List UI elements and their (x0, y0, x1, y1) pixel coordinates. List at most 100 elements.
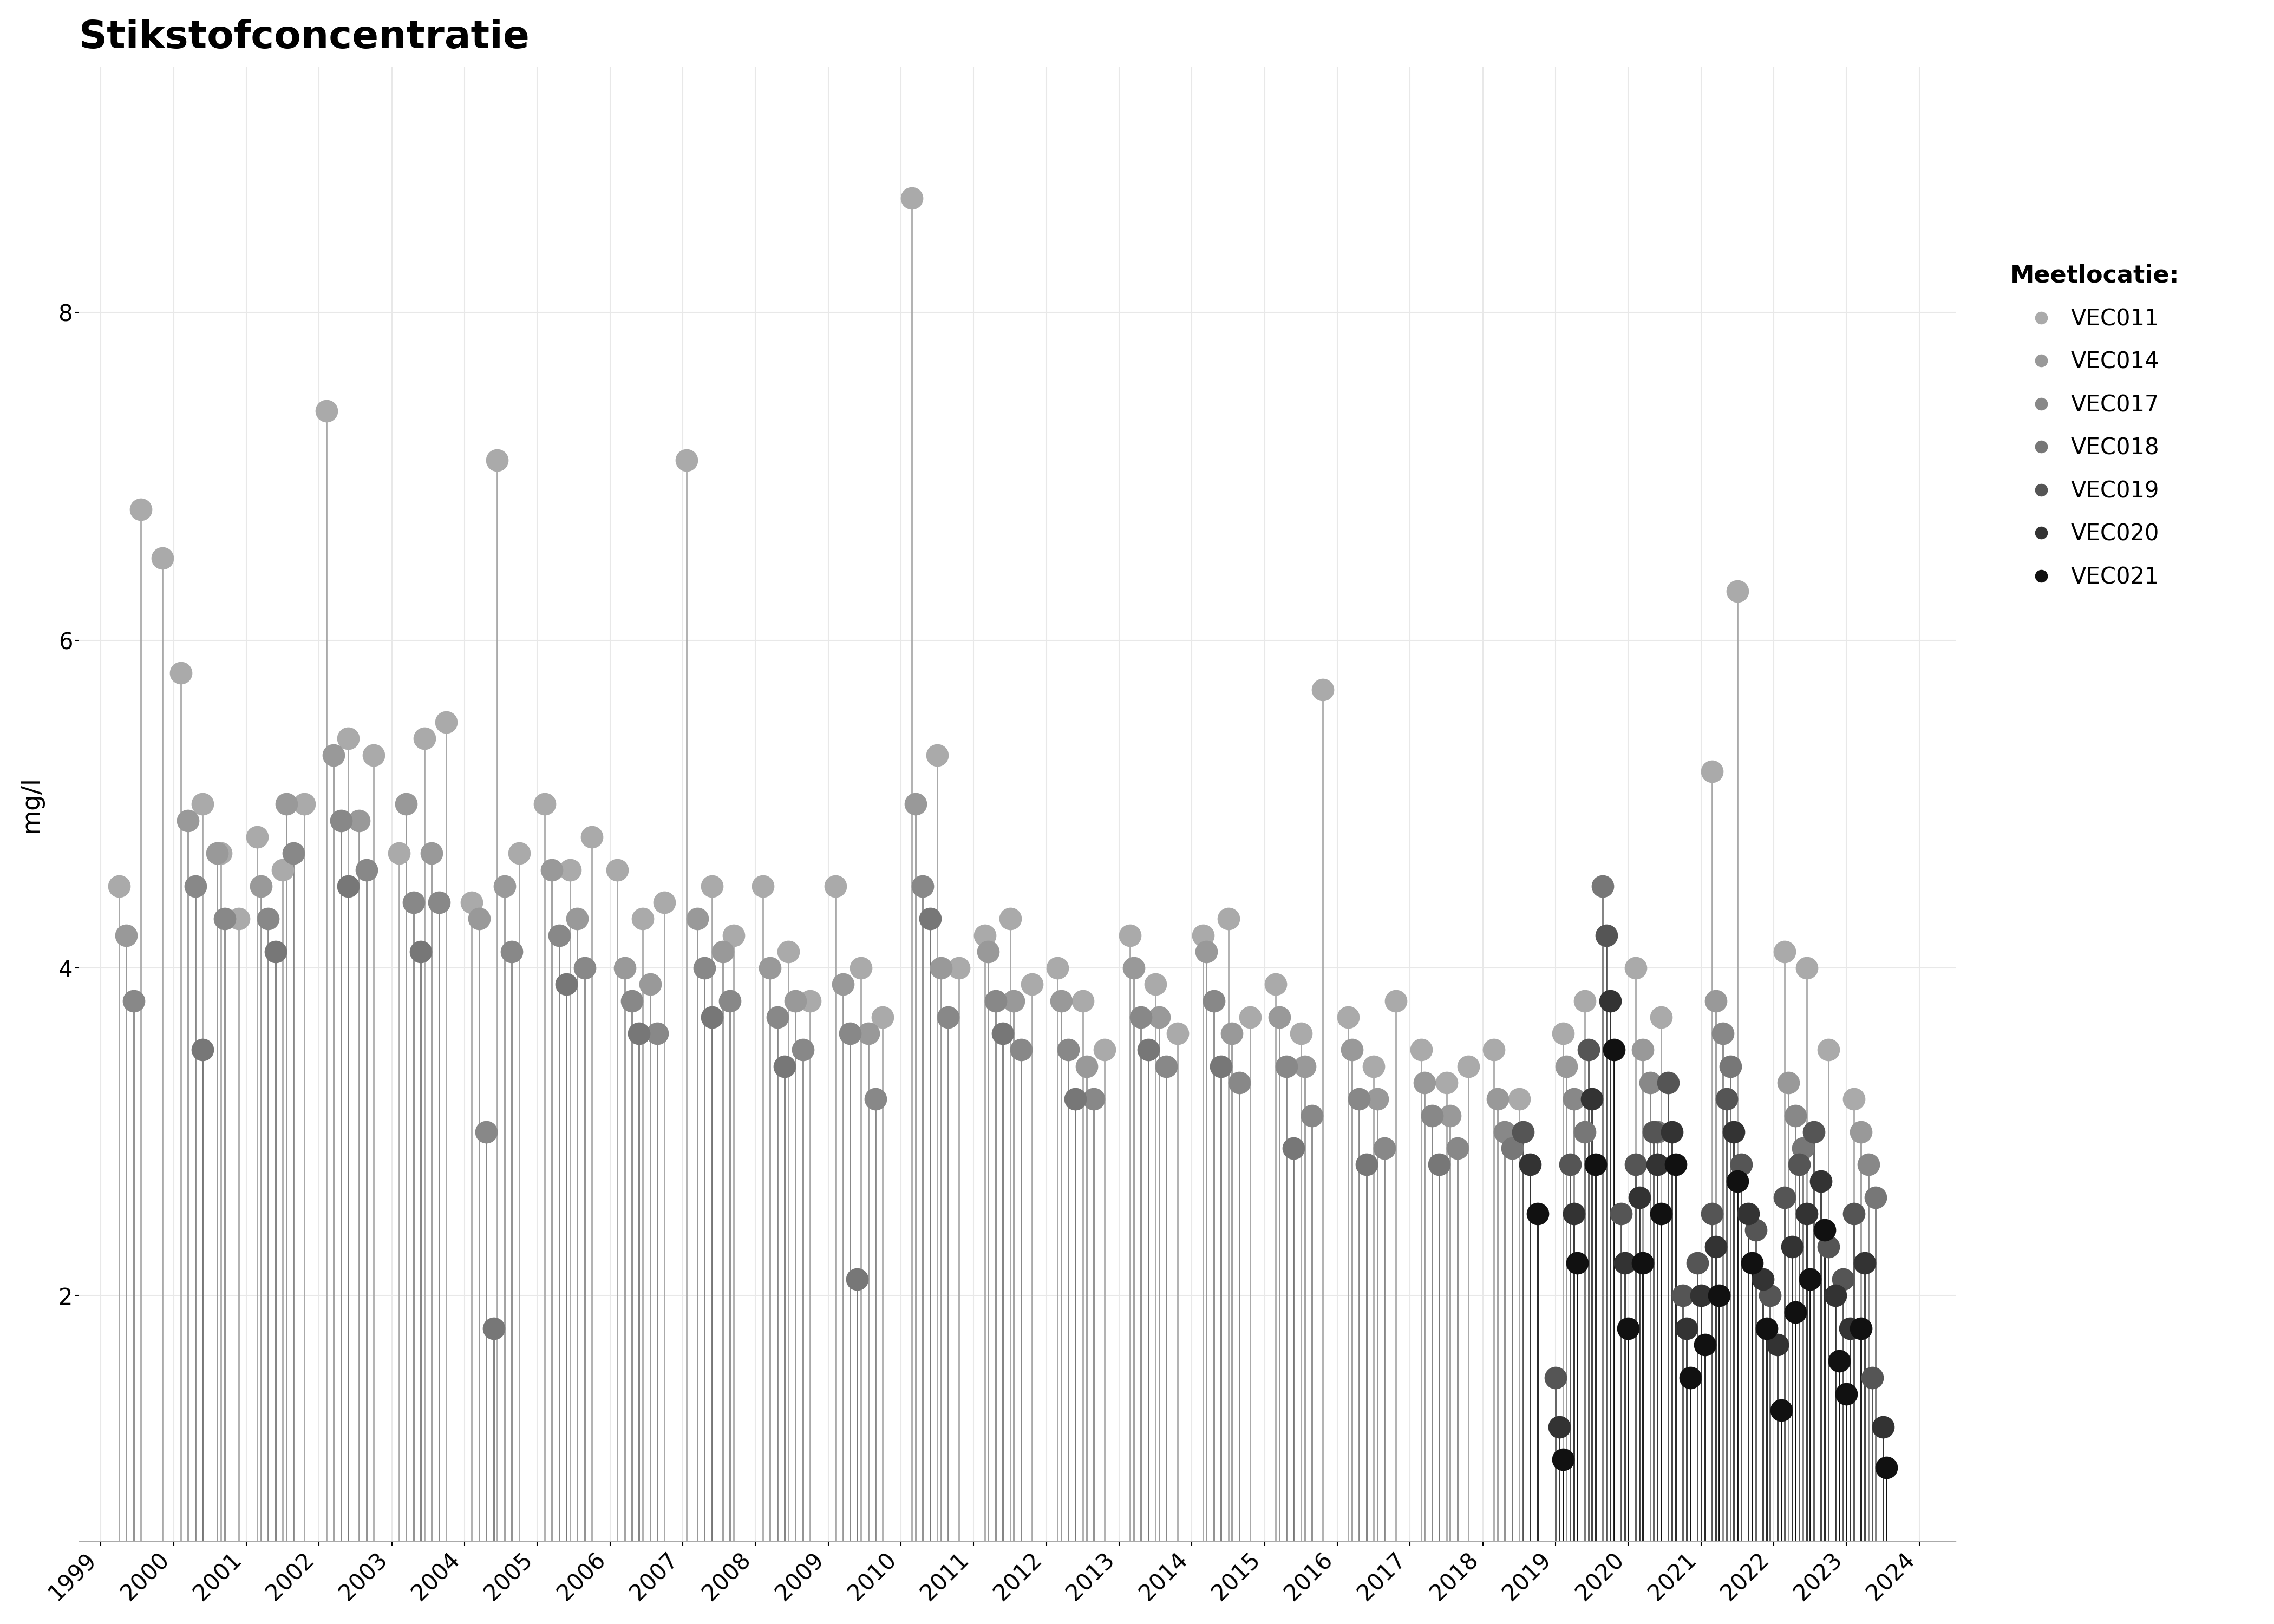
Point (1719, 1168, 1756, 1194)
Point (1642, 1200, 1678, 1226)
Point (1348, 1151, 1385, 1177)
Point (1701, 1283, 1737, 1309)
Point (1633, 1070, 1669, 1096)
Point (1160, 1020, 1196, 1046)
Point (1433, 1103, 1469, 1129)
Point (243, 874, 280, 900)
Point (894, 185, 930, 211)
Point (694, 1004, 730, 1030)
Point (407, 726, 443, 752)
Point (1774, 1234, 1810, 1260)
Point (493, 939, 530, 965)
Point (1342, 1086, 1378, 1112)
Point (1810, 1234, 1846, 1260)
Point (1544, 1020, 1580, 1046)
Point (614, 987, 650, 1013)
Point (1476, 1036, 1512, 1062)
Point (1817, 1283, 1853, 1309)
Point (1624, 1036, 1660, 1062)
Point (380, 840, 416, 866)
Point (1708, 1086, 1744, 1112)
Point (1665, 1283, 1701, 1309)
Legend: VEC011, VEC014, VEC017, VEC018, VEC019, VEC020, VEC021: VEC011, VEC014, VEC017, VEC018, VEC019, … (2001, 255, 2188, 598)
Point (687, 955, 723, 981)
Point (1696, 1234, 1733, 1260)
Point (202, 840, 239, 866)
Point (1835, 1200, 1872, 1226)
Point (1578, 1151, 1615, 1177)
Point (744, 874, 780, 900)
Point (275, 840, 312, 866)
Point (462, 906, 498, 932)
Point (200, 840, 236, 866)
Point (1724, 1151, 1760, 1177)
Point (598, 857, 634, 883)
Point (1787, 955, 1824, 981)
Point (207, 906, 243, 932)
Point (1487, 1119, 1524, 1145)
Point (680, 906, 716, 932)
Point (525, 791, 562, 817)
Point (268, 791, 305, 817)
Point (1719, 578, 1756, 604)
Point (1574, 1086, 1610, 1112)
Point (1069, 1054, 1105, 1080)
Point (1051, 1036, 1087, 1062)
Point (1687, 1332, 1724, 1358)
Point (844, 955, 880, 981)
Point (257, 939, 293, 965)
Point (330, 726, 366, 752)
Point (1233, 1004, 1269, 1030)
Point (171, 807, 207, 833)
Point (632, 971, 669, 997)
Point (548, 971, 584, 997)
Point (1842, 1315, 1878, 1341)
Point (177, 874, 214, 900)
Point (1542, 1415, 1578, 1440)
Point (1605, 1250, 1642, 1276)
Point (1555, 1086, 1592, 1112)
Point (1851, 1151, 1887, 1177)
Point (1258, 971, 1294, 997)
Point (864, 1004, 901, 1030)
Point (1778, 1103, 1815, 1129)
Point (1196, 987, 1233, 1013)
Point (287, 791, 323, 817)
Point (625, 906, 662, 932)
Point (1828, 1380, 1865, 1406)
Point (402, 939, 439, 965)
Point (1269, 1054, 1305, 1080)
Point (1635, 1119, 1671, 1145)
Point (1512, 1151, 1549, 1177)
Point (1519, 1200, 1555, 1226)
Point (1842, 1119, 1878, 1145)
Point (221, 906, 257, 932)
Point (1117, 955, 1153, 981)
Point (480, 447, 516, 473)
Point (553, 857, 589, 883)
Point (832, 1020, 869, 1046)
Point (414, 840, 450, 866)
Point (396, 890, 432, 916)
Point (839, 1267, 875, 1293)
Point (421, 890, 457, 916)
Point (1806, 1216, 1842, 1242)
Point (250, 906, 287, 932)
Point (1142, 1004, 1178, 1030)
Point (771, 939, 807, 965)
Text: Stikstofconcentratie: Stikstofconcentratie (80, 19, 530, 57)
Point (1640, 1151, 1676, 1177)
Point (348, 857, 384, 883)
Point (1360, 1086, 1396, 1112)
Point (1549, 1054, 1585, 1080)
Point (1778, 1299, 1815, 1325)
Point (1696, 987, 1733, 1013)
Point (1792, 1267, 1828, 1293)
Point (941, 955, 978, 981)
Point (778, 987, 814, 1013)
Point (316, 742, 352, 768)
Point (705, 939, 741, 965)
Point (785, 1036, 821, 1062)
Point (1733, 1250, 1769, 1276)
Point (146, 546, 182, 572)
